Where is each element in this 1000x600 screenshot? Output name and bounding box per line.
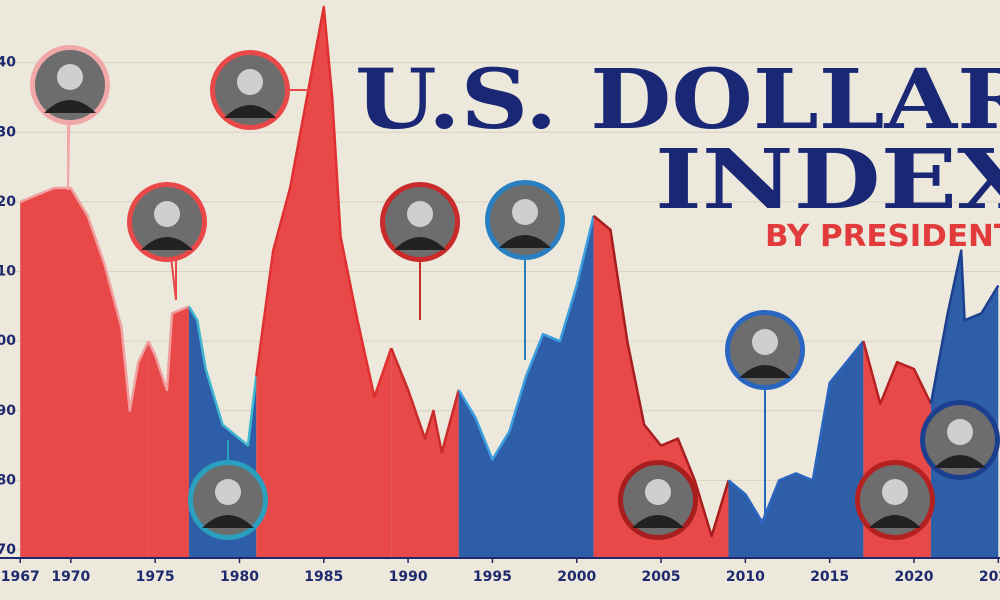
- chart-subtitle: BY PRESIDENT: [765, 219, 1000, 254]
- chart-title-line2: INDEX: [655, 132, 1000, 228]
- area-line: [390, 347, 460, 454]
- portrait-body: [739, 365, 791, 378]
- x-tick-label: 2005: [642, 569, 681, 585]
- portrait-body: [632, 515, 684, 528]
- area: [593, 215, 729, 560]
- area: [391, 348, 459, 559]
- area-line: [727, 340, 865, 524]
- x-tick-label: 1985: [304, 569, 343, 585]
- y-tick-label: 70: [0, 542, 16, 558]
- area: [148, 306, 189, 559]
- area-line: [187, 305, 258, 447]
- x-tick-label: 2000: [557, 569, 596, 585]
- portrait-body: [224, 105, 276, 118]
- area: [20, 188, 149, 559]
- portrait-body: [499, 235, 551, 248]
- y-tick-label: 130: [0, 124, 16, 140]
- area-line: [862, 340, 933, 406]
- x-tick-label: 1970: [51, 569, 90, 585]
- portrait-head: [512, 199, 538, 225]
- portrait-head: [407, 201, 433, 227]
- portrait-head: [645, 479, 671, 505]
- area: [728, 341, 864, 559]
- portrait-body: [869, 515, 921, 528]
- y-tick-label: 90: [0, 403, 16, 419]
- area-line: [592, 214, 730, 538]
- area: [256, 7, 392, 559]
- x-tick-label: 1990: [389, 569, 428, 585]
- area-line: [929, 249, 1000, 405]
- area: [458, 215, 594, 560]
- y-tick-label: 80: [0, 472, 16, 488]
- axis: 70 80 90 100 110 120 130 140 1967 1970 1975 1980 198…: [0, 55, 1000, 585]
- x-tick-label: 1995: [473, 569, 512, 585]
- y-tick-label: 110: [0, 264, 16, 280]
- area-line: [457, 215, 595, 461]
- portrait-head: [882, 479, 908, 505]
- portrait-body: [202, 515, 254, 528]
- portrait-head: [947, 419, 973, 445]
- portrait-head: [215, 479, 241, 505]
- portrait-head: [57, 64, 83, 90]
- x-tick-label: 1975: [136, 569, 175, 585]
- y-tick-label: 140: [0, 55, 16, 71]
- x-tick-label: 2020: [895, 569, 934, 585]
- portrait-body: [44, 100, 96, 113]
- portraits: [30, 45, 1000, 540]
- chart-title: U.S. DOLLAR: [355, 52, 1000, 148]
- x-tick-label: 2025: [979, 569, 1000, 585]
- x-tick-label: 2015: [810, 569, 849, 585]
- x-tick-label: 1980: [220, 569, 259, 585]
- y-tick-label: 100: [0, 333, 16, 349]
- portrait-body: [394, 237, 446, 250]
- area-line: [147, 305, 190, 392]
- y-tick-label: 120: [0, 194, 16, 210]
- portrait-body: [934, 455, 986, 468]
- portrait-body: [141, 237, 193, 250]
- portrait-head: [237, 69, 263, 95]
- portrait-head: [154, 201, 180, 227]
- portrait-head: [752, 329, 778, 355]
- x-tick-label: 2010: [726, 569, 765, 585]
- x-tick-label: 1967: [1, 569, 40, 585]
- area-line: [255, 5, 393, 399]
- area-line: [19, 186, 150, 413]
